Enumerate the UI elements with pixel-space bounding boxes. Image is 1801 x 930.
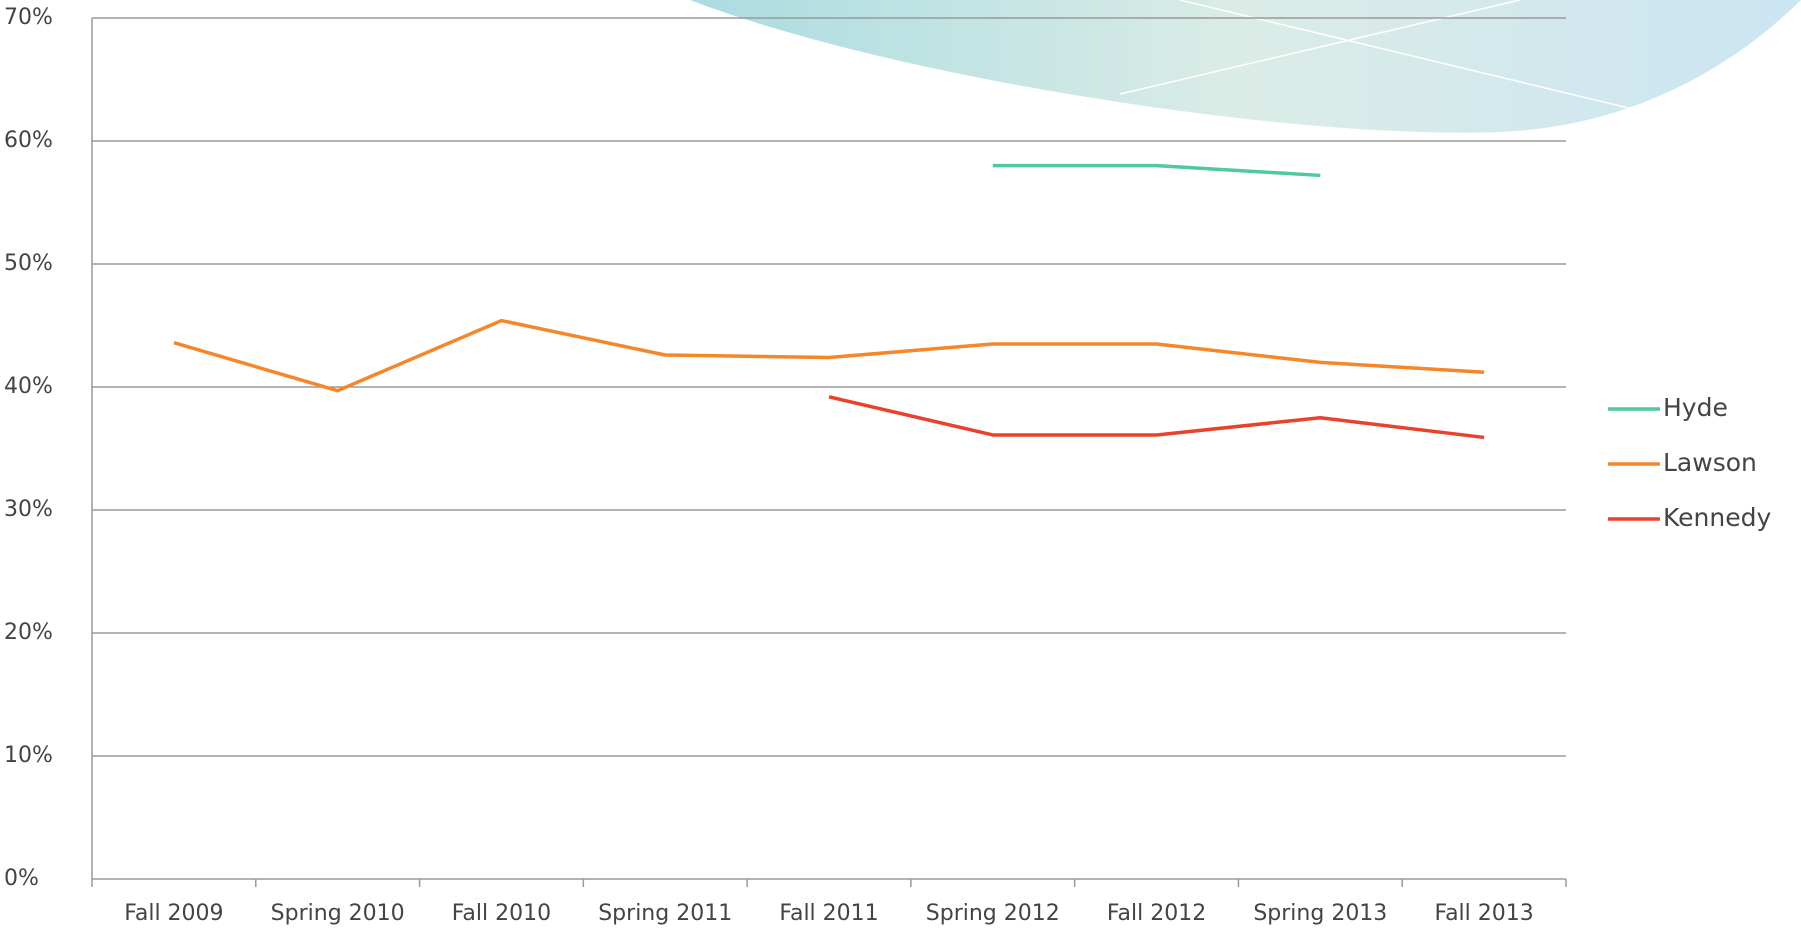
y-tick-label: 30% (4, 497, 53, 522)
x-tick-label: Spring 2012 (926, 901, 1060, 926)
y-tick-label: 70% (4, 5, 53, 30)
x-tick-label: Fall 2009 (124, 901, 223, 926)
y-tick-label: 20% (4, 620, 53, 645)
series-line (993, 166, 1321, 176)
legend-label: Lawson (1663, 448, 1757, 477)
y-tick-label: 40% (4, 374, 53, 399)
x-tick-label: Fall 2012 (1107, 901, 1206, 926)
page: 0% 10% 20% 30% 40% 50% 60% 70% Fall 2009 Spring 2… (0, 0, 1801, 930)
x-tick-label: Fall 2011 (779, 901, 878, 926)
x-tick-label: Spring 2011 (598, 901, 732, 926)
x-tick-label: Spring 2010 (271, 901, 405, 926)
y-tick-label: 50% (4, 251, 53, 276)
x-tick-label: Spring 2013 (1253, 901, 1387, 926)
series-line (174, 321, 1484, 391)
y-tick-label: 60% (4, 128, 53, 153)
x-tick-label: Fall 2010 (452, 901, 551, 926)
series-line (829, 397, 1484, 438)
chart: 0% 10% 20% 30% 40% 50% 60% 70% Fall 2009 Spring 2… (0, 0, 1801, 930)
legend-label: Kennedy (1663, 503, 1771, 532)
x-tick-label: Fall 2013 (1434, 901, 1533, 926)
y-tick-label: 0% (4, 866, 39, 891)
y-tick-label: 10% (4, 743, 53, 768)
legend-label: Hyde (1663, 393, 1728, 422)
decoration (690, 0, 1801, 133)
